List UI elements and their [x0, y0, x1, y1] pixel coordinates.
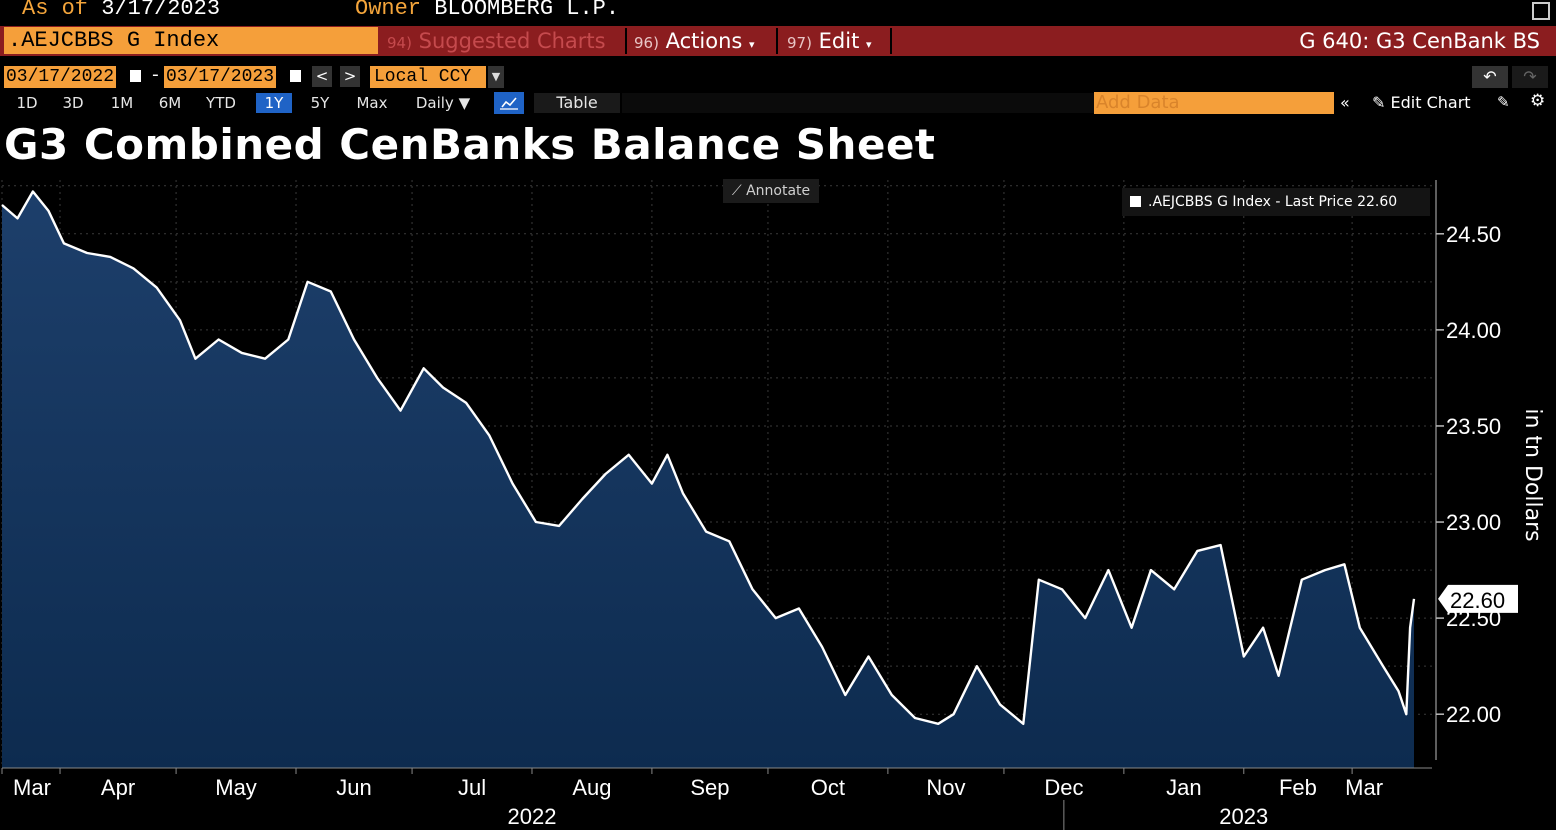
page-code: G 640: G3 CenBank BS	[1299, 29, 1540, 53]
suggested-charts-button[interactable]: 94) Suggested Charts	[387, 26, 606, 56]
suggested-charts-label: Suggested Charts	[418, 29, 606, 53]
x-tick-label: Mar	[1345, 775, 1383, 800]
owner-value: BLOOMBERG L.P.	[434, 0, 620, 21]
period-5y[interactable]: 5Y	[310, 94, 330, 112]
period-6m[interactable]: 6M	[158, 94, 182, 112]
x-tick-label: Sep	[690, 775, 729, 800]
x-tick-label: Jun	[336, 775, 371, 800]
last-value-tag	[1438, 584, 1518, 613]
x-tick-label: Dec	[1044, 775, 1083, 800]
as-of-value: 3/17/2023	[101, 0, 221, 21]
redo-icon[interactable]: ↷	[1512, 66, 1548, 88]
edit-chart-button[interactable]: ✎ Edit Chart	[1372, 93, 1471, 112]
ticker-field[interactable]: .AEJCBBS G Index	[4, 27, 378, 54]
chevron-down-icon: ▾	[866, 38, 872, 51]
period-max[interactable]: Max	[356, 94, 388, 112]
status-row: As of 3/17/2023 Owner BLOOMBERG L.P.	[0, 0, 1556, 24]
period-1d[interactable]: 1D	[16, 94, 38, 112]
add-data-input[interactable]: Add Data	[1094, 92, 1334, 114]
x-tick-label: May	[215, 775, 257, 800]
start-date-input[interactable]: 03/17/2022	[4, 66, 117, 88]
window-resize-icon[interactable]	[1532, 2, 1550, 20]
x-tick-label: Jan	[1166, 775, 1201, 800]
period-1m[interactable]: 1M	[110, 94, 134, 112]
year-label: 2022	[508, 804, 557, 829]
currency-select[interactable]: Local CCY	[370, 66, 486, 88]
chart-title: G3 Combined CenBanks Balance Sheet	[4, 120, 936, 169]
period-1y[interactable]: 1Y	[256, 93, 292, 113]
y-tick-label: 23.00	[1446, 510, 1501, 535]
owner-info: Owner BLOOMBERG L.P.	[355, 0, 619, 21]
actions-number: 96)	[634, 34, 659, 52]
chevron-down-icon[interactable]: ▼	[488, 66, 504, 88]
date-controls: 03/17/2022 - 03/17/2023 < > Local CCY ▼ …	[0, 64, 1556, 88]
edit-chart-label: Edit Chart	[1390, 93, 1471, 112]
data-strip	[622, 93, 1094, 113]
y-tick-label: 24.50	[1446, 222, 1501, 247]
legend-swatch	[1130, 196, 1141, 207]
frequency-select[interactable]: Daily ▼	[415, 94, 471, 112]
toolbar-divider	[890, 28, 892, 54]
x-tick-label: Mar	[13, 775, 51, 800]
x-tick-label: Aug	[572, 775, 611, 800]
line-chart-icon[interactable]	[494, 92, 524, 114]
period-ytd[interactable]: YTD	[206, 94, 236, 112]
y-tick-label: 22.00	[1446, 702, 1501, 727]
edit-settings-icon[interactable]: ✎	[1497, 93, 1510, 111]
y-tick-label: 23.50	[1446, 414, 1501, 439]
x-tick-label: Feb	[1279, 775, 1317, 800]
actions-menu-button[interactable]: 96) Actions ▾	[634, 26, 755, 56]
period-3d[interactable]: 3D	[62, 94, 84, 112]
last-value-label: 22.60	[1450, 588, 1505, 613]
as-of-info: As of 3/17/2023	[22, 0, 220, 21]
next-period-button[interactable]: >	[340, 66, 360, 87]
toolbar-divider	[625, 28, 627, 54]
edit-menu-button[interactable]: 97) Edit ▾	[787, 26, 872, 56]
calendar-icon[interactable]	[290, 70, 301, 82]
edit-label: Edit	[818, 29, 860, 53]
x-tick-label: Nov	[926, 775, 965, 800]
as-of-label: As of	[22, 0, 89, 21]
annotate-button[interactable]: ⟋ Annotate	[723, 179, 819, 203]
y-axis-label: in tn Dollars	[1520, 408, 1545, 542]
date-range-dash: -	[150, 66, 161, 86]
actions-label: Actions	[665, 29, 743, 53]
series-area-fill	[2, 191, 1414, 768]
year-label: 2023	[1219, 804, 1268, 829]
x-tick-label: Oct	[811, 775, 845, 800]
undo-icon[interactable]: ↶	[1472, 66, 1508, 88]
prev-period-button[interactable]: <	[312, 66, 332, 87]
chart-legend: .AEJCBBS G Index - Last Price 22.60	[1122, 188, 1430, 216]
owner-label: Owner	[355, 0, 422, 21]
suggested-charts-number: 94)	[387, 34, 412, 52]
toolbar-divider	[776, 28, 778, 54]
chevron-down-icon: ▾	[749, 38, 755, 51]
x-tick-label: Jul	[458, 775, 486, 800]
command-bar: .AEJCBBS G Index 94) Suggested Charts 96…	[0, 26, 1556, 56]
pencil-icon: ✎	[1372, 93, 1386, 112]
table-view-button[interactable]: Table	[534, 93, 620, 113]
pencil-icon: ⟋	[731, 183, 742, 199]
edit-number: 97)	[787, 34, 812, 52]
calendar-icon[interactable]	[130, 70, 141, 82]
x-tick-label: Apr	[101, 775, 135, 800]
gear-icon[interactable]: ⚙	[1530, 91, 1546, 111]
annotate-label: Annotate	[746, 183, 811, 199]
legend-entry: .AEJCBBS G Index - Last Price 22.60	[1148, 194, 1398, 210]
y-tick-label: 24.00	[1446, 318, 1501, 343]
collapse-icon[interactable]: «	[1340, 93, 1350, 112]
series-area	[1, 190, 1416, 768]
period-bar: 1D 3D 1M 6M YTD 1Y 5Y Max Daily ▼ Table …	[0, 90, 1556, 116]
end-date-input[interactable]: 03/17/2023	[164, 66, 277, 88]
